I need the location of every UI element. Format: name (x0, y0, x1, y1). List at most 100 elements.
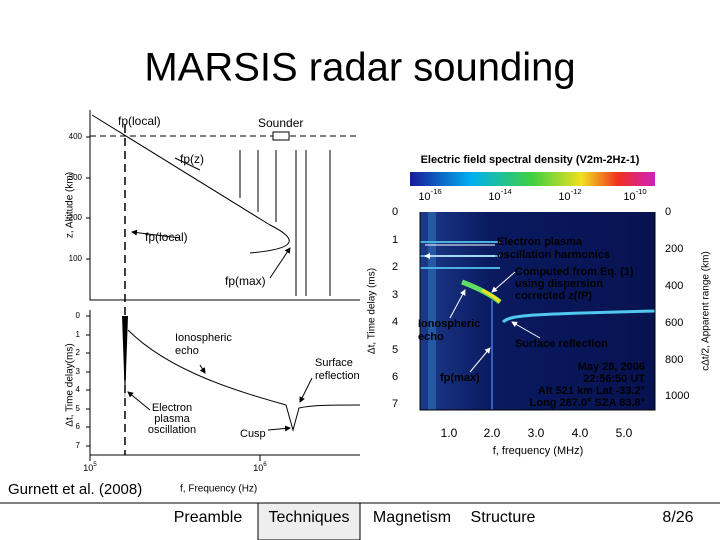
tick-label: 0 (392, 206, 398, 218)
tick-label: 6 (76, 422, 81, 431)
axis-label: f, frequency (MHz) (493, 445, 583, 457)
label: Computed from Eq. (1) (515, 266, 634, 278)
tick-label: 5.0 (616, 426, 633, 440)
label: Sounder (258, 116, 303, 130)
arrow (269, 247, 291, 279)
sounder (272, 131, 290, 141)
arrow (131, 229, 181, 239)
tick-label: 200 (665, 243, 683, 255)
tick-label: 10-14 (488, 187, 512, 203)
label: 22:56:50 UT (583, 373, 645, 385)
arrow (511, 321, 541, 339)
tick-label: 3.0 (528, 426, 545, 440)
label: plasma (154, 413, 190, 425)
tick-label: 1.0 (441, 426, 458, 440)
arrow (299, 377, 313, 403)
slide-title: MARSIS radar sounding (144, 46, 575, 90)
label: corrected z(fP) (515, 290, 592, 302)
label: Surface reflection (515, 338, 608, 350)
echo-curve (127, 329, 361, 432)
exponent: -14 (501, 187, 513, 196)
right-figure (410, 172, 656, 411)
nav-item: Preamble (174, 509, 243, 526)
tick-label: 10-16 (418, 187, 441, 203)
arrow (491, 271, 516, 293)
axis-label: f, Frequency (Hz) (180, 484, 257, 495)
tick-label: 2 (392, 261, 398, 273)
arrow (267, 425, 291, 432)
tick-label: 10-10 (623, 187, 646, 203)
tick-label: 4 (76, 385, 81, 394)
arrow (469, 347, 491, 373)
tick-label: 400 (665, 280, 683, 292)
label: reflection (315, 370, 360, 382)
tick-label: 1000 (665, 390, 689, 402)
arrow (174, 157, 201, 171)
tick-label: 0 (76, 311, 81, 320)
label: fp(max) (225, 274, 266, 288)
base: 10 (253, 463, 263, 473)
label: Surface (315, 357, 353, 369)
exponent: -10 (636, 187, 647, 196)
tick-label: 3 (76, 367, 81, 376)
arrow (127, 391, 151, 411)
sounding-lines (239, 150, 331, 296)
tick-label: 400 (69, 132, 83, 141)
axis-label: z, Altitude (km) (65, 172, 76, 238)
tick-label: 5 (76, 404, 81, 413)
tick (86, 136, 90, 260)
label: echo (175, 345, 199, 357)
label: May 28, 2006 (578, 361, 645, 373)
arrow (425, 244, 495, 256)
nav-item: Magnetism (373, 509, 451, 526)
label: fp(z) (180, 152, 204, 166)
nav-item: Techniques (269, 509, 350, 526)
label: Alt 521 km Lat -33.2° (538, 385, 645, 397)
tick-label: 200 (69, 213, 83, 222)
label: Electron (152, 402, 192, 414)
axis-label: cΔt/2, Apparent range (km) (701, 251, 712, 371)
axis (89, 110, 360, 301)
colorbar (410, 172, 655, 186)
tick-label: 6 (392, 371, 398, 383)
exponent: -12 (571, 187, 582, 196)
tick-label: 4.0 (572, 426, 589, 440)
plasma-band (428, 212, 436, 410)
axis-label: Δt, Time delay(ms) (65, 343, 76, 426)
arrow (199, 364, 206, 374)
tick-label: 2 (76, 348, 81, 357)
page-number: 8/26 (662, 509, 693, 526)
axis-label: Δt, Time delay (ms) (367, 268, 378, 354)
colorbar-title: Electric field spectral density (V2m-2Hz… (421, 154, 640, 166)
tick (86, 315, 261, 461)
tick-label: 106 (253, 461, 267, 474)
left-figure (86, 110, 361, 461)
nav-item: Structure (471, 509, 536, 526)
label: oscillation (148, 424, 196, 436)
label: Electron plasma (497, 236, 583, 248)
tick-label: 600 (665, 317, 683, 329)
base: 10 (623, 191, 635, 203)
tick-label: 105 (83, 461, 97, 474)
label: fp(local) (145, 230, 188, 244)
label: using dispersion (515, 278, 603, 290)
base: 10 (488, 191, 500, 203)
tick-label: 2.0 (484, 426, 501, 440)
label: echo (418, 331, 444, 343)
tick-label: 1 (76, 330, 81, 339)
exponent: 5 (93, 461, 97, 468)
ionospheric-trace-peak (481, 288, 502, 304)
citation: Gurnett et al. (2008) (8, 481, 142, 498)
label: Long 287.0° SZA 83.8° (530, 397, 645, 409)
label: fp(local) (118, 114, 161, 128)
label: oscillation harmonics (497, 249, 610, 261)
tick-label: 1 (392, 234, 398, 246)
tick-label: 4 (392, 316, 398, 328)
plasma-spike (122, 316, 128, 400)
arrow (449, 289, 466, 319)
tick-label: 5 (392, 344, 398, 356)
tick-label: 0 (665, 206, 671, 218)
surface-trace (501, 309, 656, 324)
exponent: -16 (431, 187, 442, 196)
tick-label: 7 (392, 398, 398, 410)
